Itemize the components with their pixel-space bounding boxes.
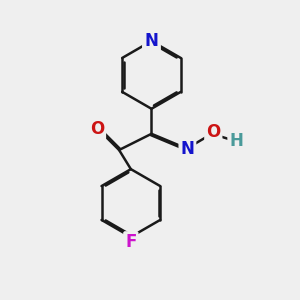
Text: O: O: [90, 120, 104, 138]
Text: N: N: [181, 140, 194, 158]
Text: H: H: [229, 132, 243, 150]
Text: F: F: [125, 233, 136, 251]
Text: N: N: [145, 32, 158, 50]
Text: O: O: [206, 123, 220, 141]
